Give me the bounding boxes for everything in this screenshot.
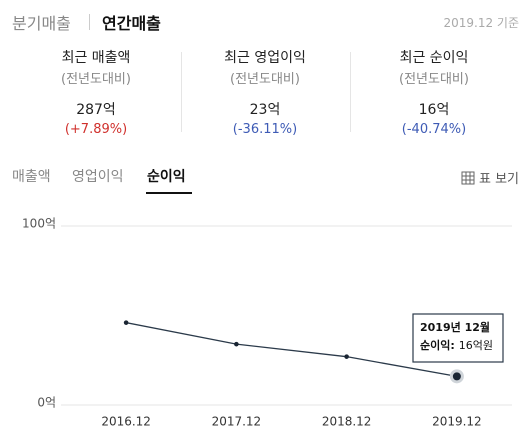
summary-label: 최근 영업이익 xyxy=(224,50,306,66)
summary-label: 최근 매출액 xyxy=(61,50,131,66)
summary-sub: (전년도대비) xyxy=(61,72,131,87)
separator xyxy=(89,14,90,30)
divider xyxy=(181,52,182,132)
tab[interactable]: 분기매출 xyxy=(12,14,71,33)
basis-date: 2019.12 기준 xyxy=(443,16,519,30)
point xyxy=(234,341,239,347)
active-underline xyxy=(146,192,192,194)
summary-item: 최근 영업이익 (전년도대비) 23억 (-36.11%) xyxy=(177,48,353,140)
summary-change: (+7.89%) xyxy=(64,122,128,137)
tab-active[interactable]: 연간매출 xyxy=(102,14,161,33)
point xyxy=(344,354,349,359)
line xyxy=(126,322,457,377)
table-icon xyxy=(461,171,475,185)
x-tick-label: 2017.12 xyxy=(212,415,262,429)
summary-change: (-40.74%) xyxy=(401,122,467,137)
summary-item: 최근 매출액 (전년도대비) 287억 (+7.89%) xyxy=(8,48,184,140)
tooltip-body: 순이익: 16억원 xyxy=(420,338,493,352)
subtab-active[interactable]: 순이익 xyxy=(147,169,186,185)
summary-value: 23억 xyxy=(249,102,281,118)
divider xyxy=(350,52,351,132)
subtab[interactable]: 매출액 xyxy=(12,169,51,185)
summary-item: 최근 순이익 (전년도대비) 16억 (-40.74%) xyxy=(346,48,522,140)
summary-label: 최근 순이익 xyxy=(399,50,469,66)
point-halo xyxy=(449,369,464,384)
summary-value: 16억 xyxy=(418,102,450,118)
summary-change: (-36.11%) xyxy=(232,122,298,137)
x-tick-label: 2016.12 xyxy=(101,415,151,429)
y-tick-label: 100억 xyxy=(22,217,56,231)
point xyxy=(452,372,461,381)
summary-sub: (전년도대비) xyxy=(399,72,469,87)
tooltip-box xyxy=(412,313,504,363)
y-tick-label: 0억 xyxy=(37,396,56,410)
x-tick-label: 2018.12 xyxy=(322,415,372,429)
summary-value: 287억 xyxy=(76,102,116,118)
tooltip-label: 순이익: xyxy=(420,338,455,352)
x-tick-label: 2019.12 xyxy=(432,415,482,429)
tooltip-value: 16억원 xyxy=(459,339,493,352)
subtab[interactable]: 영업이익 xyxy=(72,169,124,185)
table-view-label: 표 보기 xyxy=(478,172,519,187)
point xyxy=(123,320,129,325)
table-view-button[interactable]: 표 보기 xyxy=(461,168,519,187)
tooltip-title: 2019년 12월 xyxy=(420,320,490,334)
summary-sub: (전년도대비) xyxy=(230,72,300,87)
